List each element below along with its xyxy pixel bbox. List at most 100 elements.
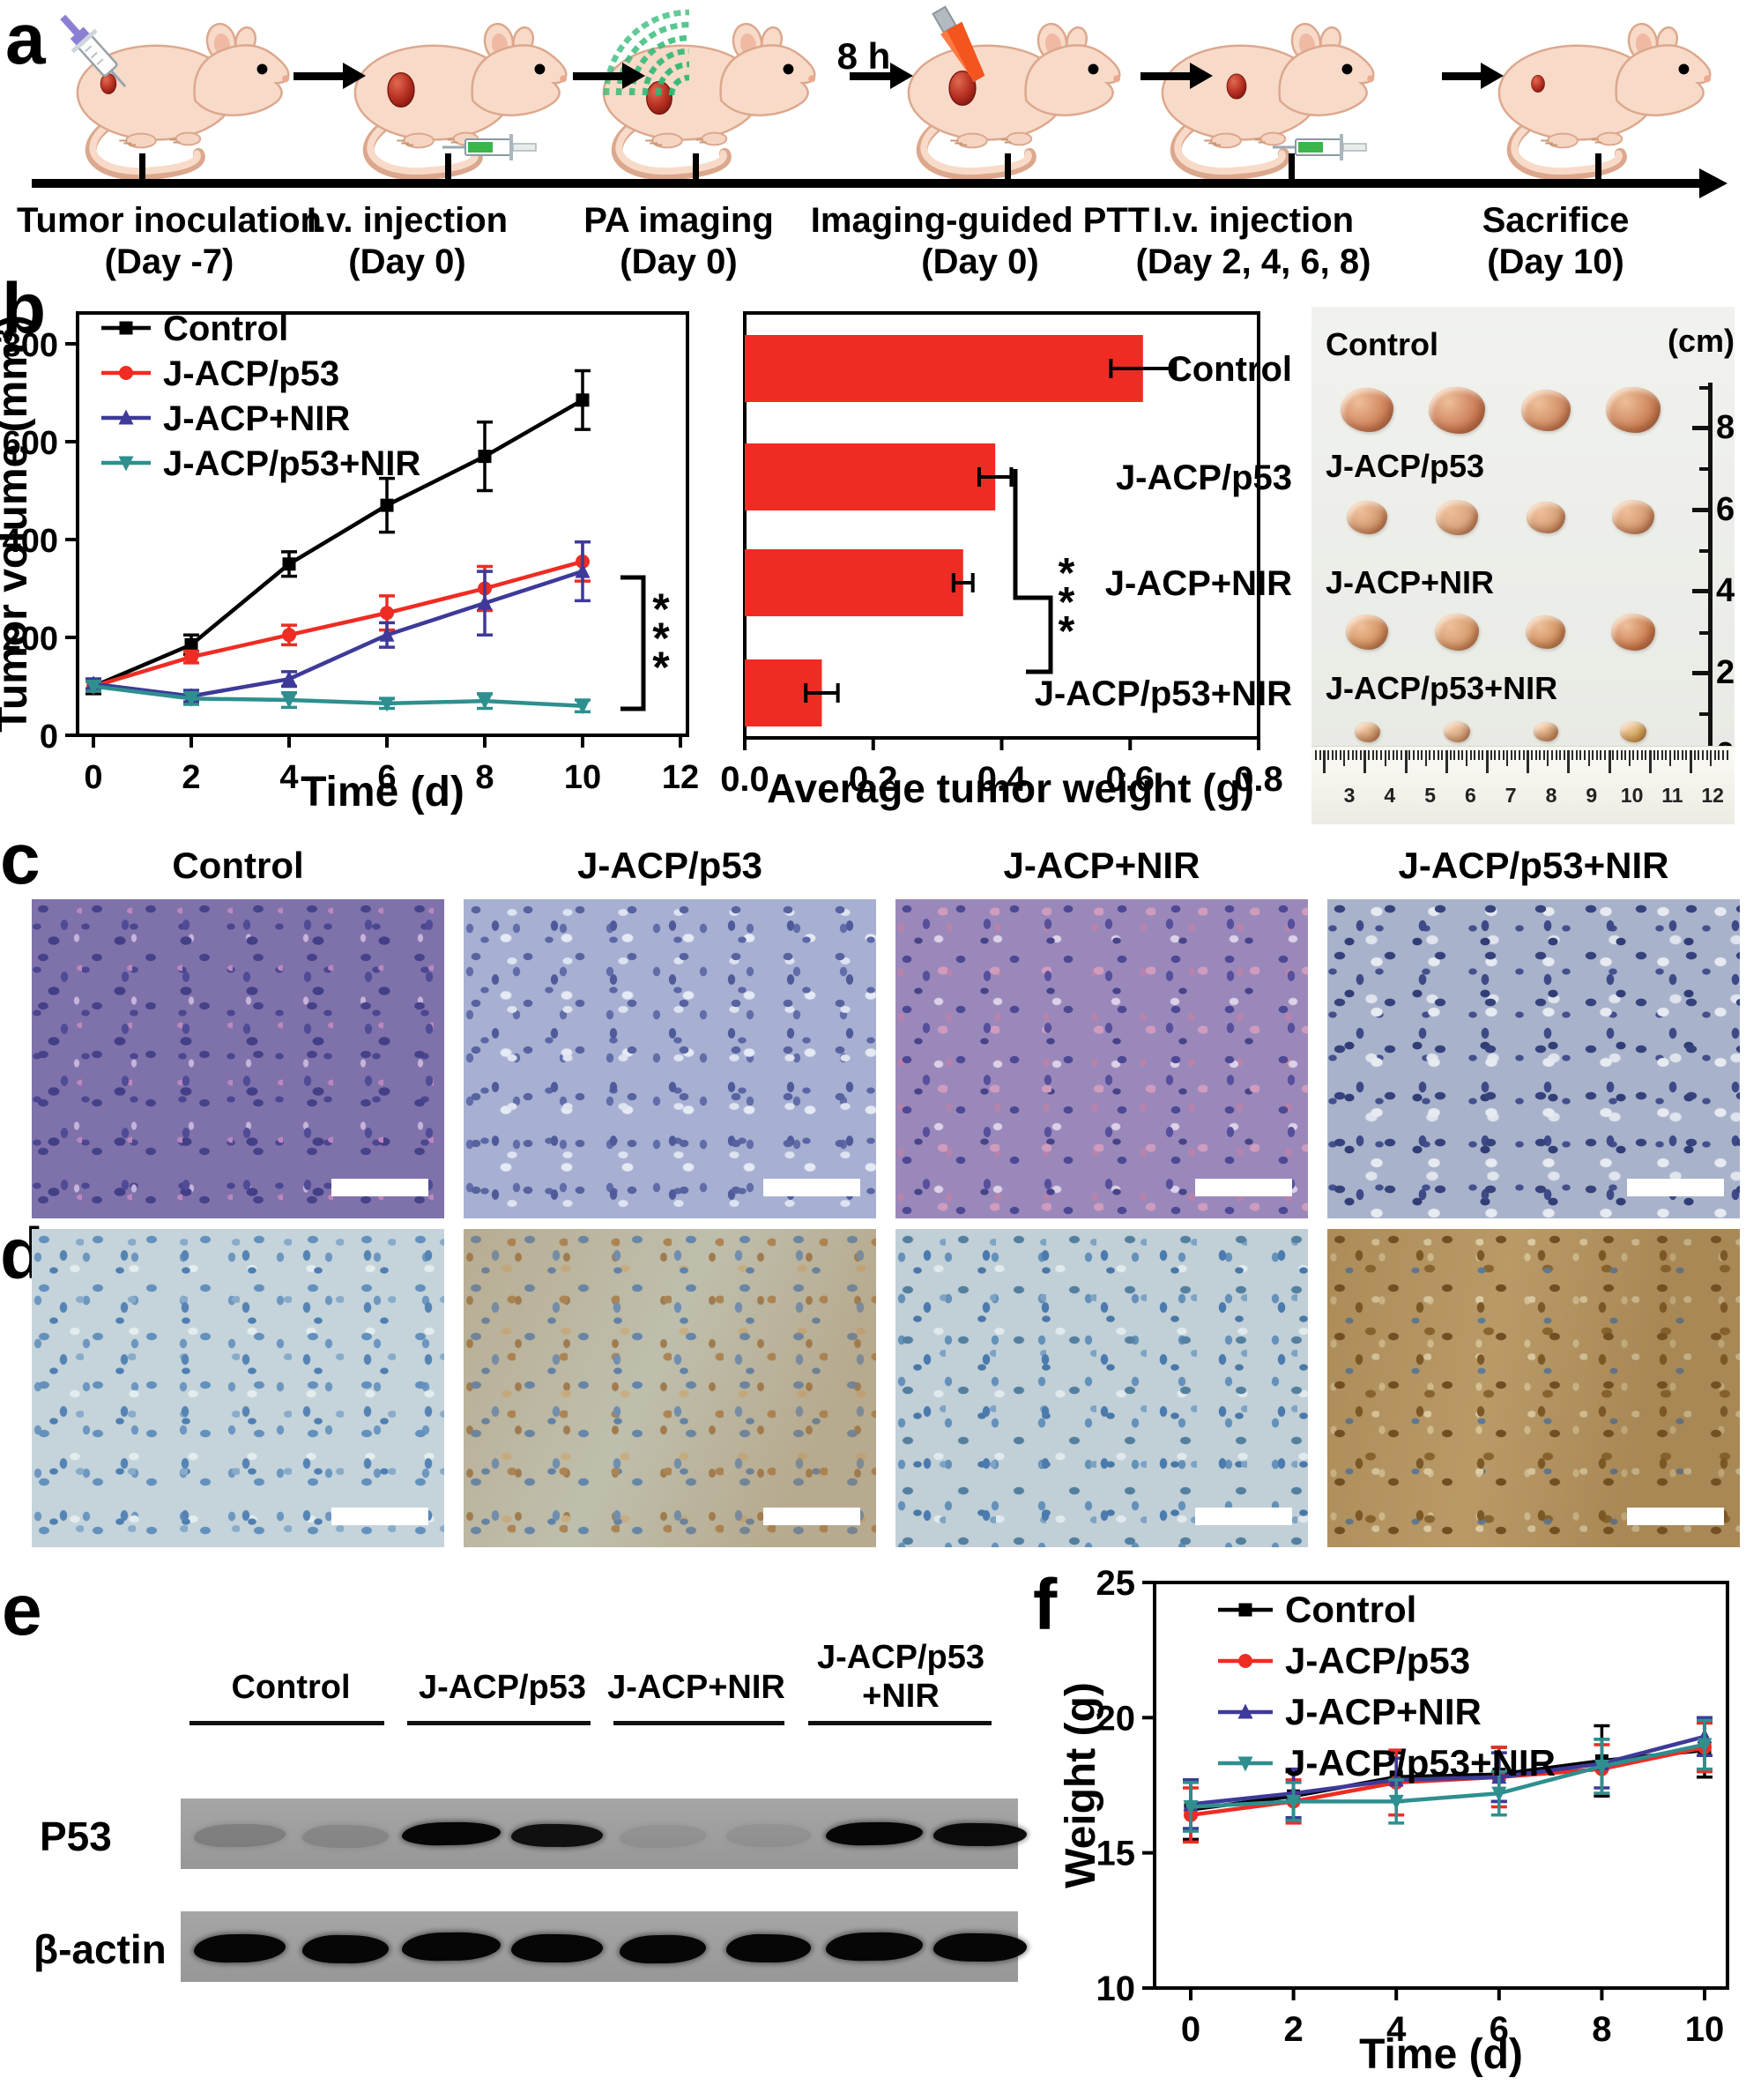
ruler-mm-tick [1424,750,1427,766]
panel-c-label: c [0,819,41,899]
step-title: Tumor inoculation [17,201,322,240]
ruler-mm-tick [1587,750,1590,766]
ihc-image-jacp-p53-nir [1327,1229,1740,1547]
ruler-mm-tick [1482,750,1484,760]
tumor-photo-item [1620,721,1646,742]
x-tick-label: 0.8 [1234,760,1283,799]
ruler-mm-tick [1510,750,1512,760]
series-line [93,569,583,698]
ruler-mm-tick [1351,750,1354,760]
ruler-minor-tick [1699,712,1709,716]
step-title: Sacrifice [1482,201,1630,240]
ruler-mm-tick [1401,750,1402,760]
syringe-icon [60,14,127,88]
ruler-mm-tick [1326,750,1329,760]
column-header: J-ACP/p53 [576,845,763,886]
ruler-mm-tick [1534,750,1537,760]
interval-label: 8 h [836,35,891,77]
y-tick-label: 0 [40,719,58,756]
marker-triangle-down [183,691,199,707]
ruler-number: 8 [1545,784,1557,807]
ruler-major-tick [1692,589,1709,593]
panel-e-label: e [2,1570,42,1650]
ruler-mm-tick [1323,750,1326,773]
ruler-mm-tick [1465,750,1467,766]
y-tick-label: 800 [3,327,58,364]
ruler-mm-tick [1563,750,1565,760]
blot-row-label: β-actin [33,1926,167,1972]
ruler-number: 4 [1384,784,1396,807]
series-line [1190,1734,1705,1806]
x-tick-label: 0 [1181,2010,1200,2049]
legend-label: Control [1285,1589,1416,1630]
column-header: J-ACP+NIR [1003,845,1200,886]
ruler-mm-tick [1359,750,1362,760]
ruler-mm-tick [1665,750,1668,760]
ruler-mm-tick [1519,750,1520,760]
tumor-icon [387,71,415,108]
scale-bar [763,1508,860,1525]
y-axis-label: Tumor volume (mm³) [0,315,36,733]
legend-label: J-ACP/p53 [163,354,339,393]
y-tick-label: 15 [1096,1835,1136,1873]
ruler-number: 11 [1661,784,1683,807]
marker-triangle-down [85,680,101,695]
legend-label: J-ACP/p53+NIR [163,444,420,483]
ruler-mm-tick [1648,750,1652,773]
ruler-mm-tick [1673,750,1675,760]
ruler-mm-tick [1331,750,1334,760]
ruler-mm-tick [1356,750,1358,760]
scale-bar [1195,1508,1292,1525]
scale-bar [331,1179,428,1196]
timeline-step: PA imaging (Day 0) [502,200,855,283]
ruler-mm-tick [1705,750,1708,760]
marker-triangle-up [1237,1703,1253,1719]
significance-bracket [620,575,646,711]
blot-group-header: J-ACP/p53 +NIR [795,1638,1007,1716]
ruler-mm-tick [1343,750,1346,766]
ruler-mm-tick [1522,750,1525,760]
he-image-jacp-p53-nir [1327,899,1740,1218]
legend-label: J-ACP+NIR [163,399,350,438]
marker-square [282,557,296,571]
ihc-image-jacp-p53 [464,1229,876,1547]
ruler-line [1708,383,1713,756]
ruler-mm-tick [1461,750,1464,760]
blot-header-underline [189,1721,384,1725]
marker-circle [119,366,133,380]
ruler-mm-tick [1616,750,1618,760]
ruler-mm-tick [1555,750,1557,760]
ruler-mm-tick [1698,750,1700,760]
x-tick-label: 6 [1490,2010,1509,2049]
ruler-major-tick [1692,671,1709,675]
blot-header-underline [808,1721,992,1725]
blot-row-label: P53 [40,1813,112,1859]
ruler-mm-tick [1620,750,1623,760]
ruler-mm-tick [1710,750,1713,766]
ruler-mm-tick [1412,750,1415,760]
ruler-mm-tick [1640,750,1643,760]
scale-bar [1627,1508,1724,1525]
ruler-number: 6 [1464,784,1476,807]
scale-bar [763,1179,860,1196]
step-title: I.v. injection [306,201,509,240]
step-day: (Day 2, 4, 6, 8) [1135,242,1371,281]
ruler-mm-tick [1722,750,1724,760]
blot-band [301,1824,390,1849]
ihc-image-jacp-nir [895,1229,1308,1547]
ruler-mm-tick [1396,750,1399,760]
timeline-step: I.v. injection (Day 0) [231,200,583,283]
legend-label: Control [163,309,288,348]
tumor-photo-item [1429,386,1485,434]
blot-band [193,1823,286,1848]
x-tick-label: 0.4 [977,760,1027,799]
bar [745,549,963,616]
blot-band [193,1933,286,1963]
x-tick-label: 0.2 [849,760,898,799]
flow-arrow-icon [1442,63,1504,89]
timeline-tick [445,153,451,180]
series-line [93,398,584,689]
ruler-mm-tick [1693,750,1696,760]
bar [745,335,1143,402]
category-label: J-ACP/p53+NIR [1035,674,1292,713]
